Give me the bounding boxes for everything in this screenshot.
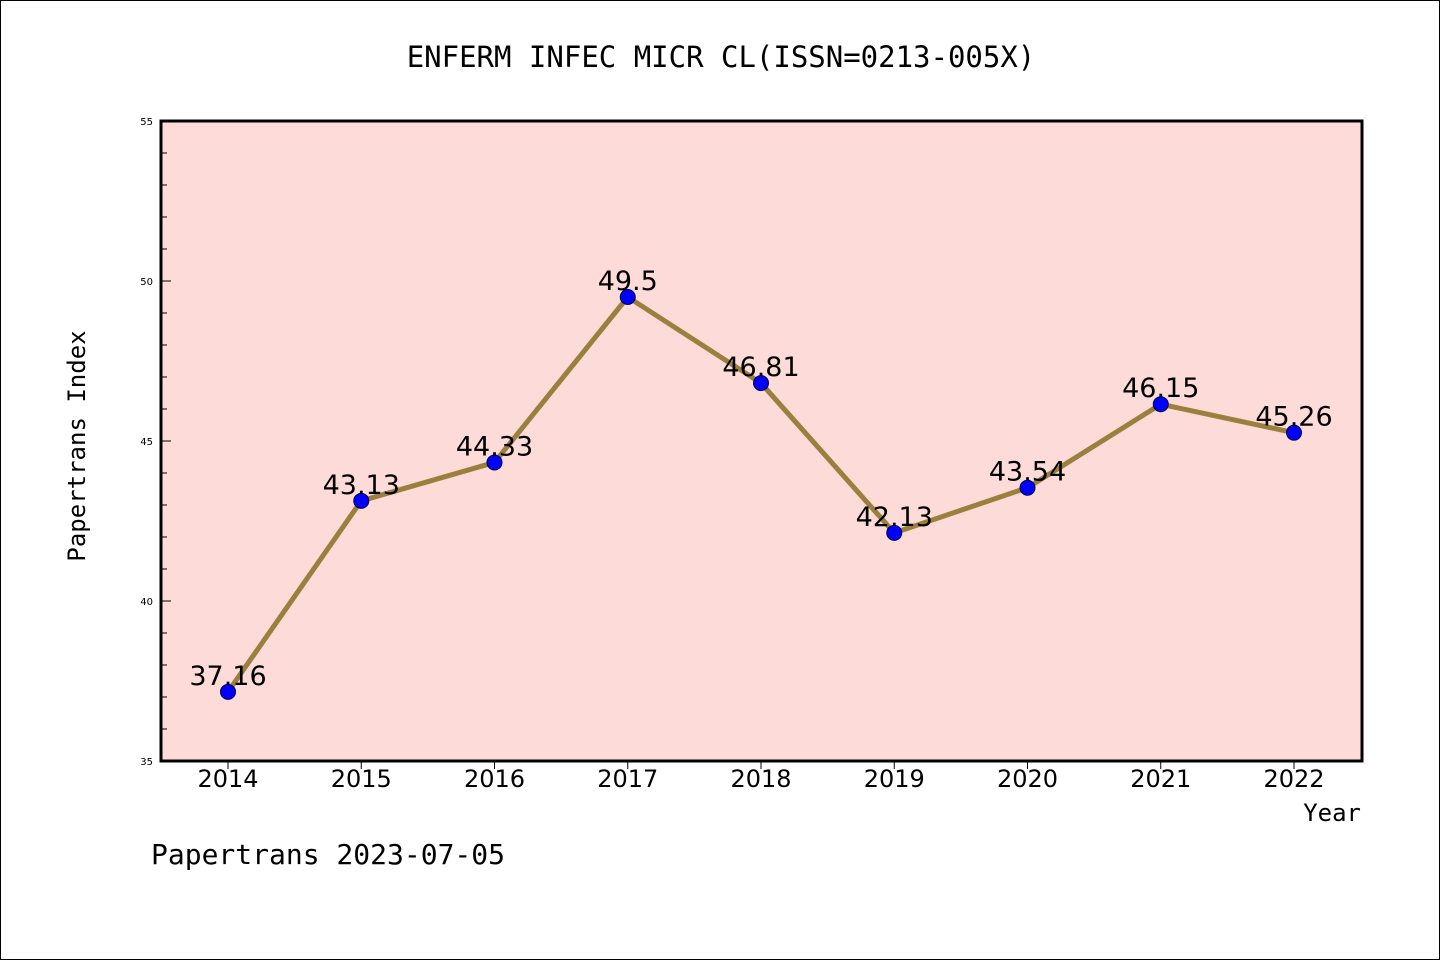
chart-title: ENFERM INFEC MICR CL(ISSN=0213-005X) bbox=[407, 40, 1036, 74]
data-point bbox=[1152, 396, 1169, 413]
x-tick-label: 2014 bbox=[197, 765, 258, 793]
x-axis: 2014 2015 2016 2017 2018 2019 2020 2021 2022 bbox=[197, 761, 1325, 793]
y-tick-label: 45 bbox=[140, 437, 153, 448]
data-label: 49.5 bbox=[598, 266, 658, 297]
x-tick-label: 2022 bbox=[1263, 765, 1324, 793]
x-tick-label: 2017 bbox=[597, 765, 658, 793]
x-tick-label: 2021 bbox=[1130, 765, 1191, 793]
data-label: 45.26 bbox=[1255, 402, 1332, 433]
data-label: 43.13 bbox=[323, 470, 400, 501]
data-point bbox=[486, 454, 503, 471]
data-point bbox=[1286, 424, 1302, 441]
x-tick-label: 2018 bbox=[730, 765, 791, 793]
data-label: 46.81 bbox=[722, 352, 799, 383]
y-axis-label: Papertrans Index bbox=[63, 330, 91, 561]
data-label: 43.54 bbox=[989, 457, 1066, 488]
y-tick-label: 40 bbox=[140, 597, 153, 608]
data-point bbox=[220, 683, 236, 700]
x-tick-label: 2015 bbox=[331, 765, 392, 793]
x-tick-label: 2016 bbox=[464, 765, 525, 793]
y-tick-label: 35 bbox=[140, 757, 153, 768]
data-point bbox=[353, 492, 370, 509]
series-layer: 37.16 43.13 44.33 49.5 46.81 42.13 43.54 46.15 4… bbox=[189, 266, 1333, 700]
y-tick-label: 55 bbox=[140, 117, 153, 128]
x-axis-label: Year bbox=[1303, 799, 1361, 827]
data-label: 46.15 bbox=[1122, 373, 1199, 404]
plot-frame bbox=[159, 119, 1364, 763]
x-tick-label: 2019 bbox=[864, 765, 925, 793]
y-tick-label: 50 bbox=[140, 277, 153, 288]
data-point bbox=[886, 524, 903, 541]
data-point bbox=[619, 289, 636, 305]
plot-area bbox=[161, 121, 1362, 761]
x-tick-label: 2020 bbox=[997, 765, 1058, 793]
data-label: 44.33 bbox=[456, 431, 533, 462]
data-label: 42.13 bbox=[856, 502, 933, 533]
data-point bbox=[1019, 479, 1036, 496]
data-point bbox=[753, 375, 769, 392]
data-label: 37.16 bbox=[189, 661, 266, 692]
footer-watermark: Papertrans 2023-07-05 bbox=[151, 838, 505, 871]
